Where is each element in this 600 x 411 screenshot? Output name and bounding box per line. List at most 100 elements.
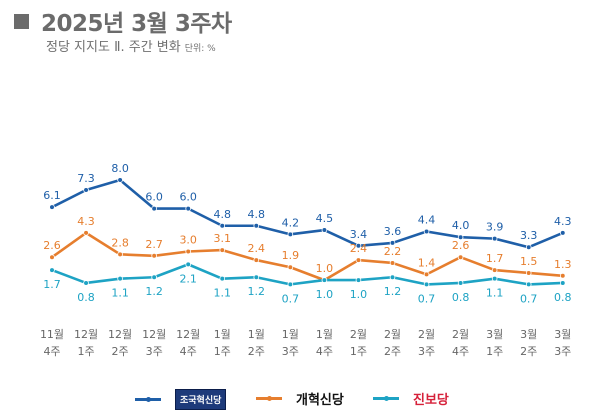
data-label: 4.4	[418, 213, 436, 226]
data-label: 2.8	[111, 236, 129, 249]
data-label: 2.7	[145, 238, 163, 251]
data-label: 4.8	[214, 208, 232, 221]
x-tick-label: 1월	[316, 328, 333, 341]
data-label: 4.2	[282, 216, 300, 229]
line-chart: 6.1 7.3 8.0 6.0 6.0 4.8 4.8 4.2 4.5 3.4 3.6 4.4 4.0 3…	[40, 162, 572, 358]
data-point	[83, 280, 89, 286]
data-point	[117, 275, 123, 282]
data-point	[457, 254, 464, 261]
series-line-3	[51, 263, 563, 286]
x-tick-label: 2주	[520, 345, 537, 358]
data-point	[423, 271, 430, 278]
data-label: 3.0	[179, 234, 197, 247]
data-label: 6.1	[43, 189, 61, 202]
data-label: 0.8	[77, 291, 95, 304]
x-tick-label: 1월	[214, 328, 231, 341]
x-tick-label: 2주	[112, 345, 129, 358]
data-point	[83, 230, 89, 236]
data-point	[253, 257, 260, 263]
x-tick-label: 11월	[40, 328, 64, 341]
data-label: 6.0	[145, 191, 163, 204]
data-label: 4.0	[452, 219, 470, 232]
data-point	[491, 235, 498, 242]
x-tick-label: 1월	[282, 328, 299, 341]
party-logo-1: 조국혁신당	[175, 389, 227, 410]
data-label: 1.1	[111, 287, 129, 300]
data-label: 1.5	[520, 255, 538, 268]
data-label: 1.0	[316, 288, 334, 301]
data-label: 1.9	[282, 249, 300, 262]
x-tick-label: 2주	[248, 345, 265, 358]
data-point	[117, 251, 123, 258]
data-label: 0.7	[520, 292, 538, 305]
data-label: 0.8	[452, 291, 470, 304]
data-label: 0.7	[418, 292, 436, 305]
legend-marker	[256, 396, 282, 401]
data-label: 3.9	[486, 221, 504, 234]
data-point	[491, 275, 498, 282]
data-point	[423, 281, 430, 288]
x-tick-label: 2월	[452, 328, 469, 341]
data-label: 7.3	[77, 172, 95, 185]
data-label: 0.7	[282, 292, 300, 305]
legend: 조국혁신당 개혁신당 진보당	[0, 389, 600, 410]
data-label: 2.4	[248, 242, 266, 255]
legend-item-2: 개혁신당	[256, 389, 344, 408]
data-point	[253, 274, 260, 281]
title-square-icon	[14, 13, 29, 29]
data-point	[559, 273, 566, 279]
x-tick-label: 4주	[180, 345, 197, 358]
data-point	[321, 227, 328, 233]
data-label: 6.0	[179, 191, 197, 204]
data-point	[389, 240, 396, 246]
data-point	[49, 254, 55, 261]
data-point	[219, 222, 226, 229]
data-point	[389, 260, 396, 266]
data-label: 2.6	[43, 239, 61, 252]
x-tick-label: 4주	[43, 345, 60, 358]
data-point	[117, 177, 123, 183]
subtitle-text: 정당 지지도 Ⅱ. 주간 변화	[46, 40, 181, 55]
x-tick-label: 4주	[452, 345, 469, 358]
x-tick-label: 12월	[108, 328, 132, 341]
data-label: 2.2	[384, 245, 402, 258]
data-point	[525, 281, 532, 288]
data-label: 1.3	[554, 258, 572, 271]
data-point	[287, 264, 294, 271]
data-point	[219, 275, 226, 282]
x-tick-label: 12월	[74, 328, 98, 341]
x-tick-label: 2월	[418, 328, 435, 341]
data-point	[355, 257, 362, 263]
data-point	[355, 277, 362, 283]
x-tick-label: 1주	[77, 345, 94, 358]
data-point	[525, 244, 532, 251]
x-tick-label: 2월	[384, 328, 401, 341]
data-point	[389, 274, 396, 281]
data-label: 3.3	[520, 229, 538, 242]
x-tick-label: 1주	[214, 345, 231, 358]
x-tick-label: 3월	[554, 328, 571, 341]
x-tick-label: 2월	[350, 328, 367, 341]
legend-item-1: 조국혁신당	[135, 389, 227, 410]
x-tick-label: 3주	[282, 345, 299, 358]
data-label: 1.0	[316, 262, 334, 275]
x-tick-label: 12월	[176, 328, 200, 341]
data-label: 2.6	[452, 239, 470, 252]
data-label: 3.6	[384, 225, 402, 238]
data-point	[559, 230, 566, 236]
x-tick-label: 1주	[350, 345, 367, 358]
data-point	[287, 231, 294, 238]
data-point	[151, 252, 157, 259]
data-point	[457, 234, 464, 241]
party-logo-3: 진보당	[413, 393, 449, 408]
data-point	[49, 267, 55, 273]
data-point	[185, 261, 192, 268]
series-line-2	[51, 231, 563, 282]
unit-label: 단위: %	[184, 44, 216, 54]
data-label: 4.3	[77, 215, 95, 228]
data-label: 4.8	[248, 208, 266, 221]
data-point	[321, 277, 328, 283]
data-point	[525, 270, 532, 276]
data-point	[559, 280, 566, 286]
x-tick-label: 12월	[142, 328, 166, 341]
